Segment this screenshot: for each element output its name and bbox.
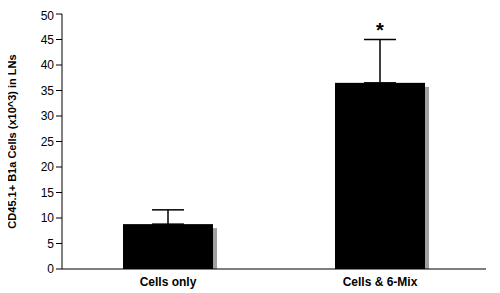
- svg-text:15: 15: [41, 186, 55, 200]
- svg-text:35: 35: [41, 84, 55, 98]
- svg-text:30: 30: [41, 109, 55, 123]
- svg-text:5: 5: [47, 237, 54, 251]
- svg-text:50: 50: [41, 9, 55, 23]
- svg-text:40: 40: [41, 58, 55, 72]
- svg-text:25: 25: [41, 135, 55, 149]
- svg-text:Cells & 6-Mix: Cells & 6-Mix: [343, 275, 418, 289]
- svg-text:*: *: [376, 19, 384, 41]
- svg-text:45: 45: [41, 33, 55, 47]
- svg-text:CD45.1+ B1a Cells (x10^3) in L: CD45.1+ B1a Cells (x10^3) in LNs: [8, 54, 18, 228]
- svg-text:20: 20: [41, 160, 55, 174]
- svg-text:0: 0: [47, 262, 54, 276]
- svg-text:Cells only: Cells only: [140, 275, 197, 289]
- svg-text:10: 10: [41, 211, 55, 225]
